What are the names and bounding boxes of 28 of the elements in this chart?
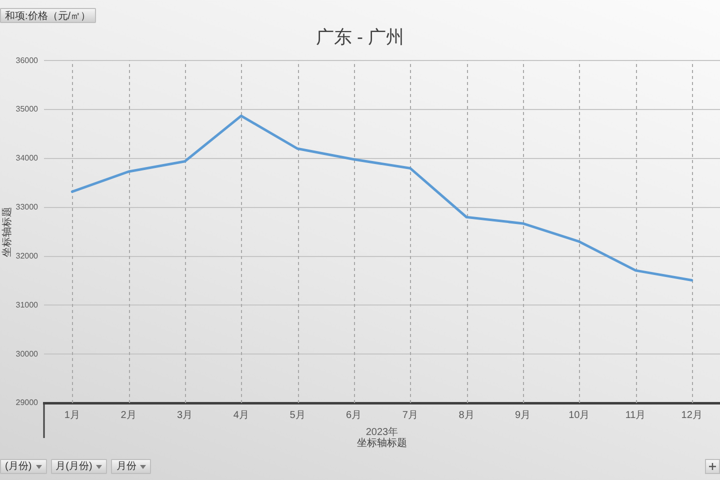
- y-tick-label: 30000: [16, 349, 39, 358]
- x-tick-label: 10月: [568, 410, 590, 421]
- x-tick-label: 3月: [177, 410, 193, 421]
- x-tick-label: 6月: [346, 410, 362, 421]
- y-axis-title: 坐标轴标题: [0, 206, 13, 257]
- y-tick-label: 33000: [16, 202, 39, 212]
- chart-title: 广东 - 广州: [316, 26, 404, 47]
- x-tick-label: 8月: [458, 410, 474, 421]
- text: 2023年: [366, 426, 398, 438]
- y-tick-label: 36000: [16, 56, 39, 65]
- x-tick-label: 2月: [120, 410, 136, 421]
- y-tick-label: 32000: [16, 251, 39, 260]
- field-button: 月(月份): [50, 459, 108, 474]
- x-tick-label: 9月: [515, 410, 531, 421]
- x-axis-title: 坐标轴标题: [357, 436, 407, 449]
- field-button: 月份: [111, 459, 152, 474]
- x-tick-label: 1月: [64, 410, 80, 421]
- y-tick-label: 31000: [16, 300, 39, 310]
- field-button: (月份): [0, 459, 47, 474]
- x-tick-label: 12月: [681, 410, 702, 421]
- x-tick-label: 7月: [402, 410, 418, 421]
- x-tick-label: 5月: [290, 410, 306, 421]
- y-tick-label: 34000: [16, 154, 39, 163]
- y-tick-label: 29000: [16, 398, 39, 408]
- x-tick-label: 4月: [233, 410, 249, 421]
- y-tick-label: 35000: [16, 104, 39, 114]
- field-button: 和项:价格（元/㎡）: [0, 8, 96, 23]
- x-tick-label: 11月: [625, 410, 646, 421]
